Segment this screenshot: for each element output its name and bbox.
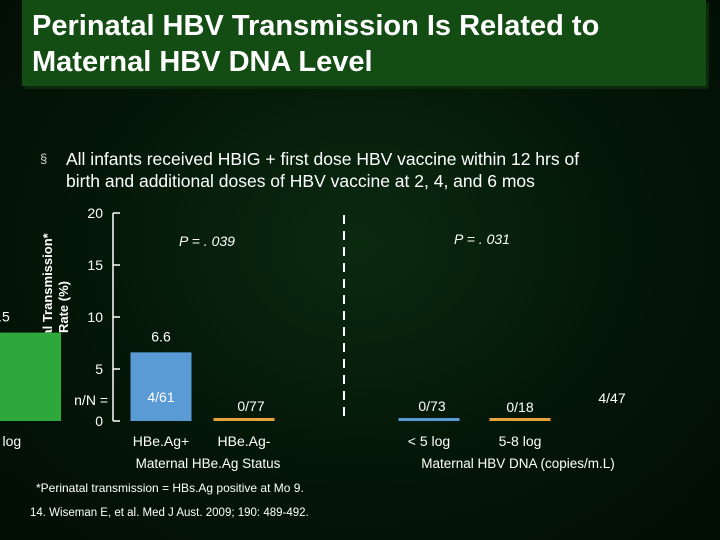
y-tick-label: 0 [95,413,103,429]
category-label: HBe.Ag- [218,433,271,449]
bullet-marker-icon: § [40,151,48,166]
bar [130,352,192,421]
category-label: HBe.Ag+ [133,433,189,449]
y-tick-label: 20 [87,205,103,221]
bullet-text-line-1: All infants received HBIG + first dose H… [66,149,580,169]
category-label: 5-8 log [499,433,542,449]
nn-ratio-label: 4/61 [147,389,174,405]
footnote: *Perinatal transmission = HBs.Ag positiv… [36,481,304,495]
bar [398,418,460,421]
y-tick-label: 15 [87,257,103,273]
bullet-text: All infants received HBIG + first dose H… [66,148,676,192]
bar [489,418,551,421]
bar-value-label: 6.6 [151,328,171,344]
bullet-text-line-2: birth and additional doses of HBV vaccin… [66,171,535,191]
slide-title-line-2: Maternal HBV DNA Level [32,46,373,78]
nn-ratio-label: 0/73 [418,398,445,414]
x-axis-title: Maternal HBe.Ag Status [136,456,281,471]
bar [213,418,275,421]
bar [0,332,61,421]
slide-title-line-1: Perinatal HBV Transmission Is Related to [32,10,600,42]
y-tick-label: 5 [95,361,103,377]
nn-ratio-label: 0/77 [237,398,264,414]
p-value-label: P = . 039 [179,233,235,249]
nn-ratio-label: 0/18 [506,399,533,415]
bar-value-label: 8.5 [0,309,10,325]
category-label: > 8 log [0,433,21,449]
x-axis-title: Maternal HBV DNA (copies/m.L) [421,456,615,471]
nn-ratio-label: 4/47 [598,390,625,406]
p-value-label: P = . 031 [454,231,510,247]
reference-citation: 14. Wiseman E, et al. Med J Aust. 2009; … [30,507,309,519]
y-tick-label: 10 [87,309,103,325]
title-bar: Perinatal HBV Transmission Is Related to… [22,0,706,86]
category-label: < 5 log [408,433,450,449]
nn-prefix-label: n/N = [74,392,108,408]
